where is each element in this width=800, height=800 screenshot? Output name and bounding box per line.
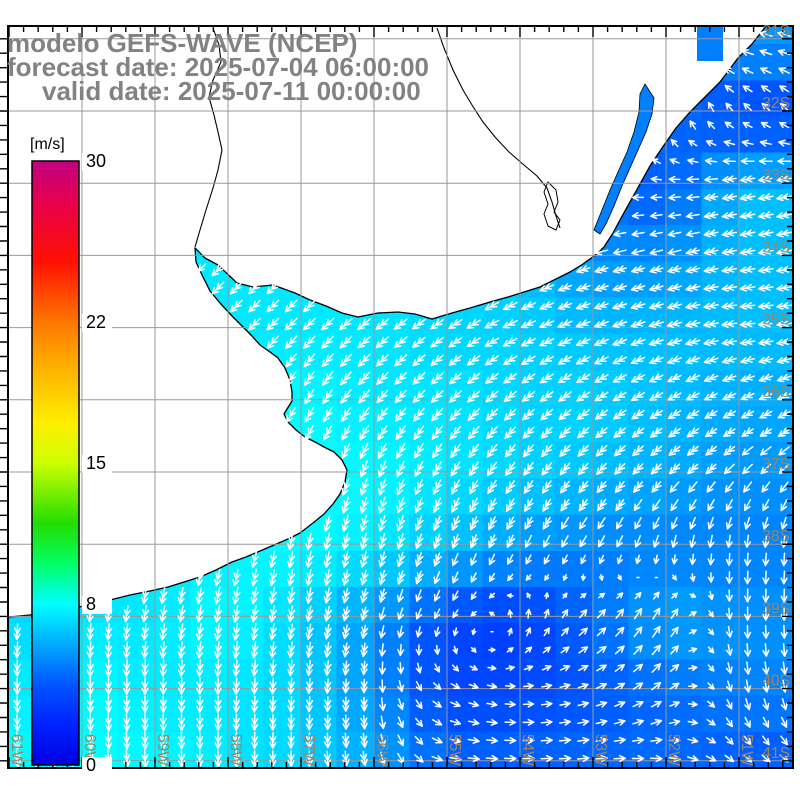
coastline-layer xyxy=(8,25,767,618)
lagoon-patos xyxy=(593,83,655,235)
lat-label-41S: 41S xyxy=(762,745,790,762)
lagoon-mirim xyxy=(543,181,561,231)
latlon-grid-layer xyxy=(8,26,793,768)
land-polygon xyxy=(8,26,766,617)
colorbar-tick-22: 22 xyxy=(86,312,106,332)
colorbar-gradient-bar xyxy=(31,160,80,766)
lat-label-31S: 31S xyxy=(762,23,790,40)
lat-label-36S: 36S xyxy=(762,384,790,401)
coastline-path xyxy=(8,25,767,618)
land-layer xyxy=(8,26,766,617)
title-model-name: modelo GEFS-WAVE (NCEP) xyxy=(7,28,358,58)
lon-label-59W: 59W xyxy=(154,734,171,766)
colorbar-label-backing xyxy=(82,455,112,473)
colorbar-label-backing xyxy=(82,314,112,333)
colorbar-tick-8: 8 xyxy=(86,594,96,614)
wind-arrows xyxy=(13,30,793,768)
colorbar-label-backing xyxy=(82,595,112,614)
lat-label-34S: 34S xyxy=(762,239,790,256)
colorbar-tick-labels: 30 22 15 8 0 xyxy=(86,151,106,775)
longitude-labels: 61W 60W 59W 58W 57W 56W 55W 54W 53W 52W 51W xyxy=(8,734,755,766)
lat-label-33S: 33S xyxy=(762,167,790,184)
lat-label-32S: 32S xyxy=(762,95,790,112)
lon-label-58W: 58W xyxy=(227,734,244,766)
river-parana xyxy=(194,27,223,248)
latitude-labels: 31S 32S 33S 34S 35S 36S 37S 38S 39S 40S 41S xyxy=(762,23,790,762)
lon-label-61W: 61W xyxy=(8,734,25,766)
colorbar-unit-label: [m/s] xyxy=(30,136,65,153)
colorbar-tick-30: 30 xyxy=(86,151,106,171)
title-forecast-date: forecast date: 2025-07-04 06:00:00 xyxy=(7,52,429,82)
lon-label-55W: 55W xyxy=(446,734,463,766)
lat-label-40S: 40S xyxy=(762,673,790,690)
title-valid-date: valid date: 2025-07-11 00:00:00 xyxy=(42,76,421,106)
lon-label-52W: 52W xyxy=(665,734,682,766)
title-block: modelo GEFS-WAVE (NCEP) forecast date: 2… xyxy=(7,28,429,106)
lon-label-54W: 54W xyxy=(519,734,536,766)
lat-label-39S: 39S xyxy=(762,600,790,617)
colorbar: [m/s] 30 22 15 8 0 xyxy=(30,136,112,775)
lat-label-38S: 38S xyxy=(762,528,790,545)
colorbar-label-backing xyxy=(82,757,112,775)
lat-label-37S: 37S xyxy=(762,456,790,473)
lon-label-57W: 57W xyxy=(300,734,317,766)
lagoon-north-cell xyxy=(697,27,723,61)
wind-arrows-layer xyxy=(13,30,793,768)
lon-label-56W: 56W xyxy=(373,734,390,766)
lon-label-53W: 53W xyxy=(592,734,609,766)
map-frame xyxy=(7,25,794,769)
river-border-line xyxy=(436,27,561,229)
lon-label-51W: 51W xyxy=(738,734,755,766)
colorbar-tick-15: 15 xyxy=(86,453,106,473)
lat-label-35S: 35S xyxy=(762,312,790,329)
colorbar-tick-0: 0 xyxy=(86,755,96,775)
colorbar-label-backing xyxy=(82,153,112,171)
map-frame-and-ticks xyxy=(0,25,794,769)
